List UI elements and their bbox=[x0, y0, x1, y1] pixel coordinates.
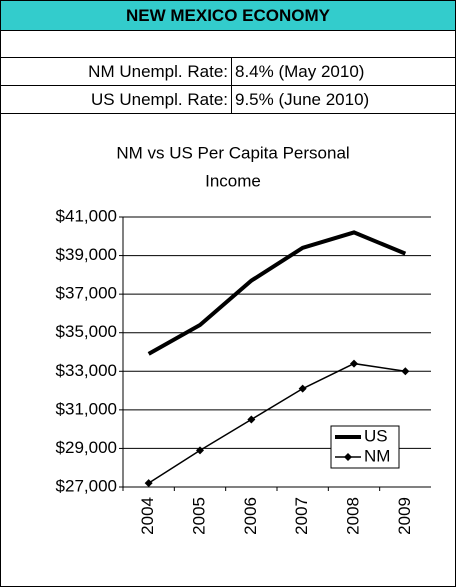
cell: US Unempl. Rate: bbox=[1, 86, 232, 113]
marker bbox=[350, 359, 358, 368]
blank-row bbox=[1, 31, 455, 58]
cell: 8.4% (May 2010) bbox=[235, 62, 365, 81]
x-tick-label: 2007 bbox=[292, 497, 311, 535]
y-tick-label: $39,000 bbox=[56, 245, 117, 264]
legend-marker bbox=[344, 453, 352, 461]
x-tick-label: 2008 bbox=[343, 497, 362, 535]
x-tick-label: 2004 bbox=[138, 497, 157, 535]
legend-label: US bbox=[364, 426, 388, 445]
y-tick-label: $37,000 bbox=[56, 284, 117, 303]
chart-title: Income bbox=[205, 171, 261, 190]
x-tick-label: 2005 bbox=[189, 497, 208, 535]
table-row: US Unempl. Rate: 9.5% (June 2010) bbox=[1, 86, 455, 114]
cell: 9.5% (June 2010) bbox=[235, 90, 370, 109]
legend bbox=[330, 425, 400, 469]
y-tick-label: $35,000 bbox=[56, 322, 117, 341]
chart: NM vs US Per Capita Personal Income $27,… bbox=[56, 143, 431, 535]
marker bbox=[196, 446, 204, 455]
x-tick-label: 2006 bbox=[241, 497, 260, 535]
marker bbox=[298, 384, 307, 393]
y-tick-label: $41,000 bbox=[56, 206, 117, 225]
series-line bbox=[148, 362, 406, 484]
marker bbox=[247, 415, 256, 424]
series-line bbox=[147, 230, 407, 356]
marker bbox=[144, 479, 153, 488]
chart-title: NM vs US Per Capita Personal bbox=[116, 143, 349, 162]
table-row: NM Unempl. Rate: 8.4% (May 2010) bbox=[1, 58, 455, 86]
x-tick-label: 2009 bbox=[395, 497, 414, 535]
cell: NM Unempl. Rate: bbox=[1, 58, 232, 85]
header-title: NEW MEXICO ECONOMY bbox=[1, 1, 455, 31]
marker bbox=[401, 367, 410, 376]
y-tick-label: $29,000 bbox=[56, 438, 117, 457]
legend-label: NM bbox=[364, 446, 390, 465]
y-tick-label: $31,000 bbox=[56, 399, 117, 418]
y-tick-label: $27,000 bbox=[56, 476, 117, 495]
y-tick-label: $33,000 bbox=[56, 361, 117, 380]
